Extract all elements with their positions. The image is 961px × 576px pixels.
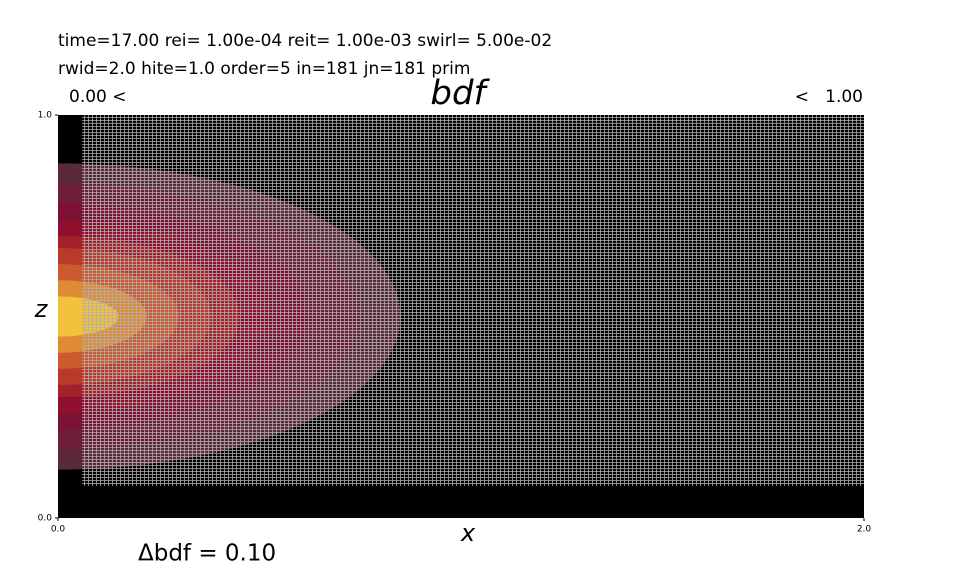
- range-min: 0.00 <: [69, 87, 127, 107]
- header-line: rwid=2.0 hite=1.0 order=5 in=181 jn=181 …: [58, 59, 470, 79]
- x-tick-label: 0.0: [51, 525, 66, 535]
- plot-area: [58, 115, 864, 518]
- x-axis-label: x: [460, 519, 476, 547]
- mesh: [82, 115, 864, 486]
- x-tick-label: 2.0: [857, 525, 872, 535]
- y-axis-label: z: [34, 295, 49, 323]
- interval-label: Δbdf = 0.10: [138, 541, 276, 567]
- y-tick-label: 0.0: [38, 514, 53, 524]
- header-line: time=17.00 rei= 1.00e-04 reit= 1.00e-03 …: [58, 31, 552, 51]
- range-max: < 1.00: [795, 87, 863, 107]
- y-tick-label: 1.0: [38, 111, 53, 121]
- chart-title: bdf: [430, 74, 490, 114]
